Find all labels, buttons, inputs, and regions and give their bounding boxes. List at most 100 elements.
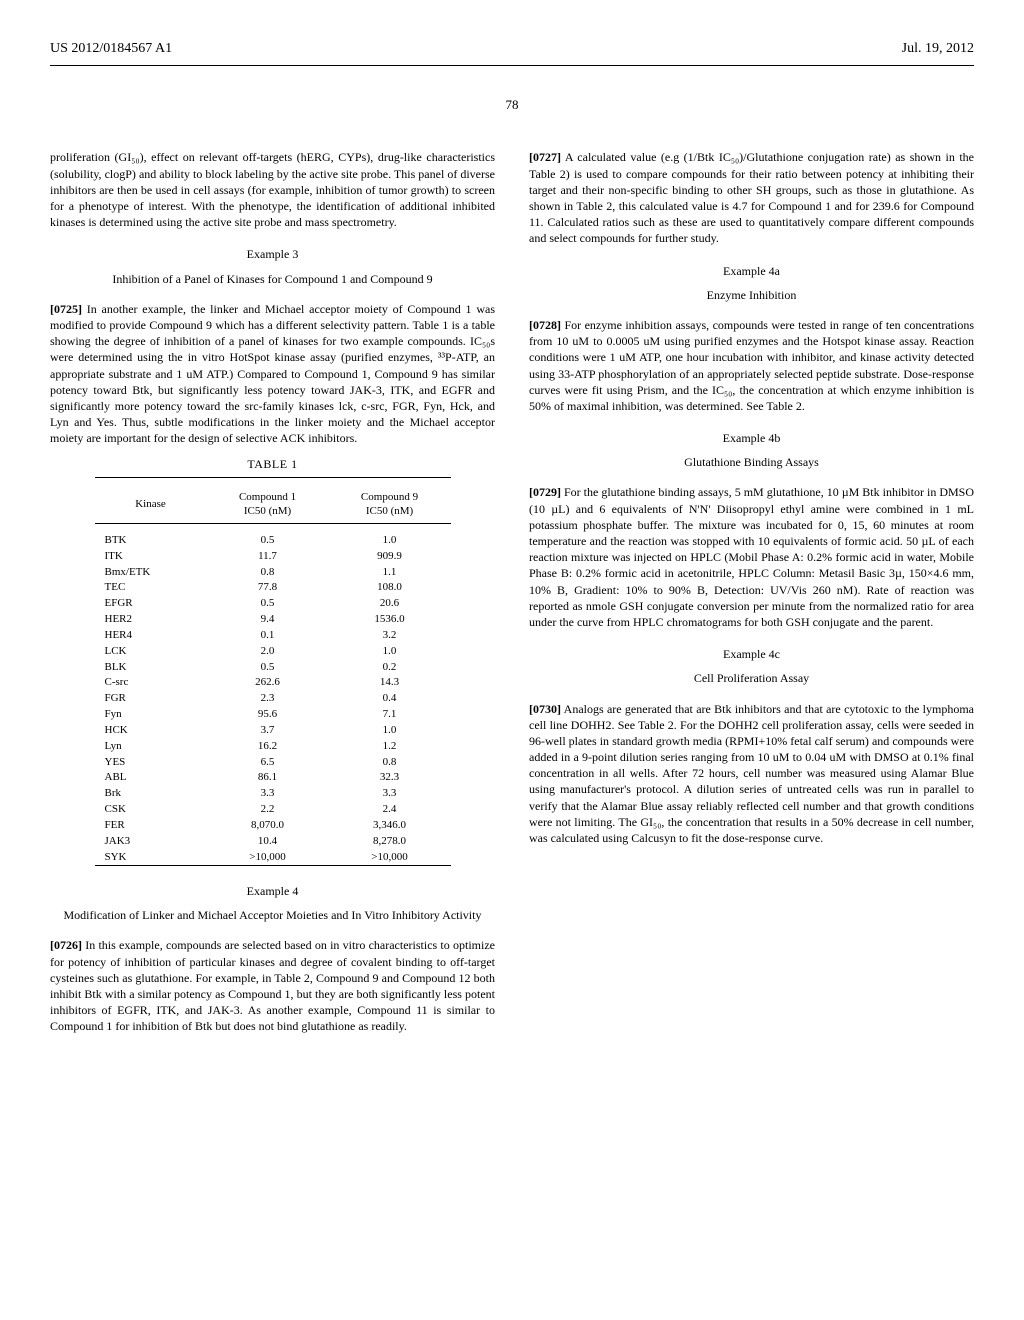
page-header: US 2012/0184567 A1 Jul. 19, 2012	[50, 40, 974, 59]
table-cell: 108.0	[329, 580, 451, 596]
table-cell: 9.4	[207, 612, 329, 628]
table-cell: YES	[95, 754, 207, 770]
table-row: Fyn95.67.1	[95, 707, 451, 723]
table-cell: 0.1	[207, 627, 329, 643]
table-cell: BTK	[95, 532, 207, 548]
table-cell: 32.3	[329, 770, 451, 786]
para-text: In another example, the linker and Micha…	[50, 302, 495, 446]
table-cell: FER	[95, 818, 207, 834]
para-num: [0728]	[529, 318, 561, 332]
table-row: ABL86.132.3	[95, 770, 451, 786]
table-cell: 0.2	[329, 659, 451, 675]
example-3-title: Example 3	[50, 246, 495, 262]
table-row: FGR2.30.4	[95, 691, 451, 707]
table-cell: 1.2	[329, 738, 451, 754]
table-1: Kinase Compound 1IC50 (nM) Compound 9IC5…	[95, 477, 451, 867]
table-col-0: Kinase	[95, 486, 207, 524]
table-cell: 3.7	[207, 722, 329, 738]
para-0730: [0730] Analogs are generated that are Bt…	[529, 701, 974, 847]
para-text: In this example, compounds are selected …	[50, 938, 495, 1033]
example-4a-subtitle: Enzyme Inhibition	[529, 287, 974, 303]
table-cell: SYK	[95, 849, 207, 865]
para-0725: [0725] In another example, the linker an…	[50, 301, 495, 447]
table-cell: 1.1	[329, 564, 451, 580]
table-cell: Bmx/ETK	[95, 564, 207, 580]
example-4c-subtitle: Cell Proliferation Assay	[529, 670, 974, 686]
table-cell: 1.0	[329, 532, 451, 548]
table-cell: 1.0	[329, 643, 451, 659]
table-row: Brk3.33.3	[95, 786, 451, 802]
table-row: JAK310.48,278.0	[95, 833, 451, 849]
para-0726: [0726] In this example, compounds are se…	[50, 937, 495, 1034]
table-cell: 2.4	[329, 802, 451, 818]
table-row: C-src262.614.3	[95, 675, 451, 691]
para-num: [0729]	[529, 485, 561, 499]
table-cell: 909.9	[329, 548, 451, 564]
table-row: YES6.50.8	[95, 754, 451, 770]
table-cell: 6.5	[207, 754, 329, 770]
table-row: BTK0.51.0	[95, 532, 451, 548]
table-cell: 20.6	[329, 596, 451, 612]
table-cell: 86.1	[207, 770, 329, 786]
table-cell: 0.8	[329, 754, 451, 770]
para-num: [0730]	[529, 702, 561, 716]
example-3-subtitle: Inhibition of a Panel of Kinases for Com…	[50, 271, 495, 287]
table-cell: 3.2	[329, 627, 451, 643]
table-cell: JAK3	[95, 833, 207, 849]
table-col-2: Compound 9IC50 (nM)	[329, 486, 451, 524]
table-cell: 14.3	[329, 675, 451, 691]
table-cell: 1.0	[329, 722, 451, 738]
example-4-title: Example 4	[50, 883, 495, 899]
doc-date: Jul. 19, 2012	[902, 40, 974, 59]
table-cell: ABL	[95, 770, 207, 786]
example-4b-title: Example 4b	[529, 430, 974, 446]
right-column: [0727] A calculated value (e.g (1/Btk IC…	[529, 149, 974, 1044]
para-text: Analogs are generated that are Btk inhib…	[529, 702, 974, 846]
table-cell: Brk	[95, 786, 207, 802]
table-cell: 0.8	[207, 564, 329, 580]
table-cell: 0.5	[207, 659, 329, 675]
table-cell: 11.7	[207, 548, 329, 564]
table-cell: 16.2	[207, 738, 329, 754]
table-cell: FGR	[95, 691, 207, 707]
para-0728: [0728] For enzyme inhibition assays, com…	[529, 317, 974, 414]
left-column: proliferation (GI₅₀), effect on relevant…	[50, 149, 495, 1044]
table-cell: Lyn	[95, 738, 207, 754]
table-cell: 95.6	[207, 707, 329, 723]
table-cell: 262.6	[207, 675, 329, 691]
table-row: CSK2.22.4	[95, 802, 451, 818]
table-cell: 2.2	[207, 802, 329, 818]
para-num: [0727]	[529, 150, 561, 164]
table-cell: TEC	[95, 580, 207, 596]
doc-id: US 2012/0184567 A1	[50, 40, 172, 59]
content-columns: proliferation (GI₅₀), effect on relevant…	[50, 149, 974, 1044]
table-cell: EFGR	[95, 596, 207, 612]
table-cell: 1536.0	[329, 612, 451, 628]
table-row: FER8,070.03,346.0	[95, 818, 451, 834]
table-row: Lyn16.21.2	[95, 738, 451, 754]
table-cell: 7.1	[329, 707, 451, 723]
para-0729: [0729] For the glutathione binding assay…	[529, 484, 974, 630]
table-cell: 0.4	[329, 691, 451, 707]
table-row: HER40.13.2	[95, 627, 451, 643]
table-row: Bmx/ETK0.81.1	[95, 564, 451, 580]
para-num: [0726]	[50, 938, 82, 952]
para-text: For the glutathione binding assays, 5 mM…	[529, 485, 974, 629]
table-cell: C-src	[95, 675, 207, 691]
table-row: EFGR0.520.6	[95, 596, 451, 612]
table-cell: 8,278.0	[329, 833, 451, 849]
table-cell: 3,346.0	[329, 818, 451, 834]
table-cell: BLK	[95, 659, 207, 675]
table-cell: 77.8	[207, 580, 329, 596]
table-cell: 10.4	[207, 833, 329, 849]
para-0727: [0727] A calculated value (e.g (1/Btk IC…	[529, 149, 974, 246]
table-cell: >10,000	[329, 849, 451, 865]
table-cell: 0.5	[207, 596, 329, 612]
table-cell: LCK	[95, 643, 207, 659]
table-cell: ITK	[95, 548, 207, 564]
table-1-label: TABLE 1	[50, 456, 495, 472]
para-text: A calculated value (e.g (1/Btk IC₅₀)/Glu…	[529, 150, 974, 245]
table-row: HCK3.71.0	[95, 722, 451, 738]
table-row: BLK0.50.2	[95, 659, 451, 675]
table-cell: 8,070.0	[207, 818, 329, 834]
